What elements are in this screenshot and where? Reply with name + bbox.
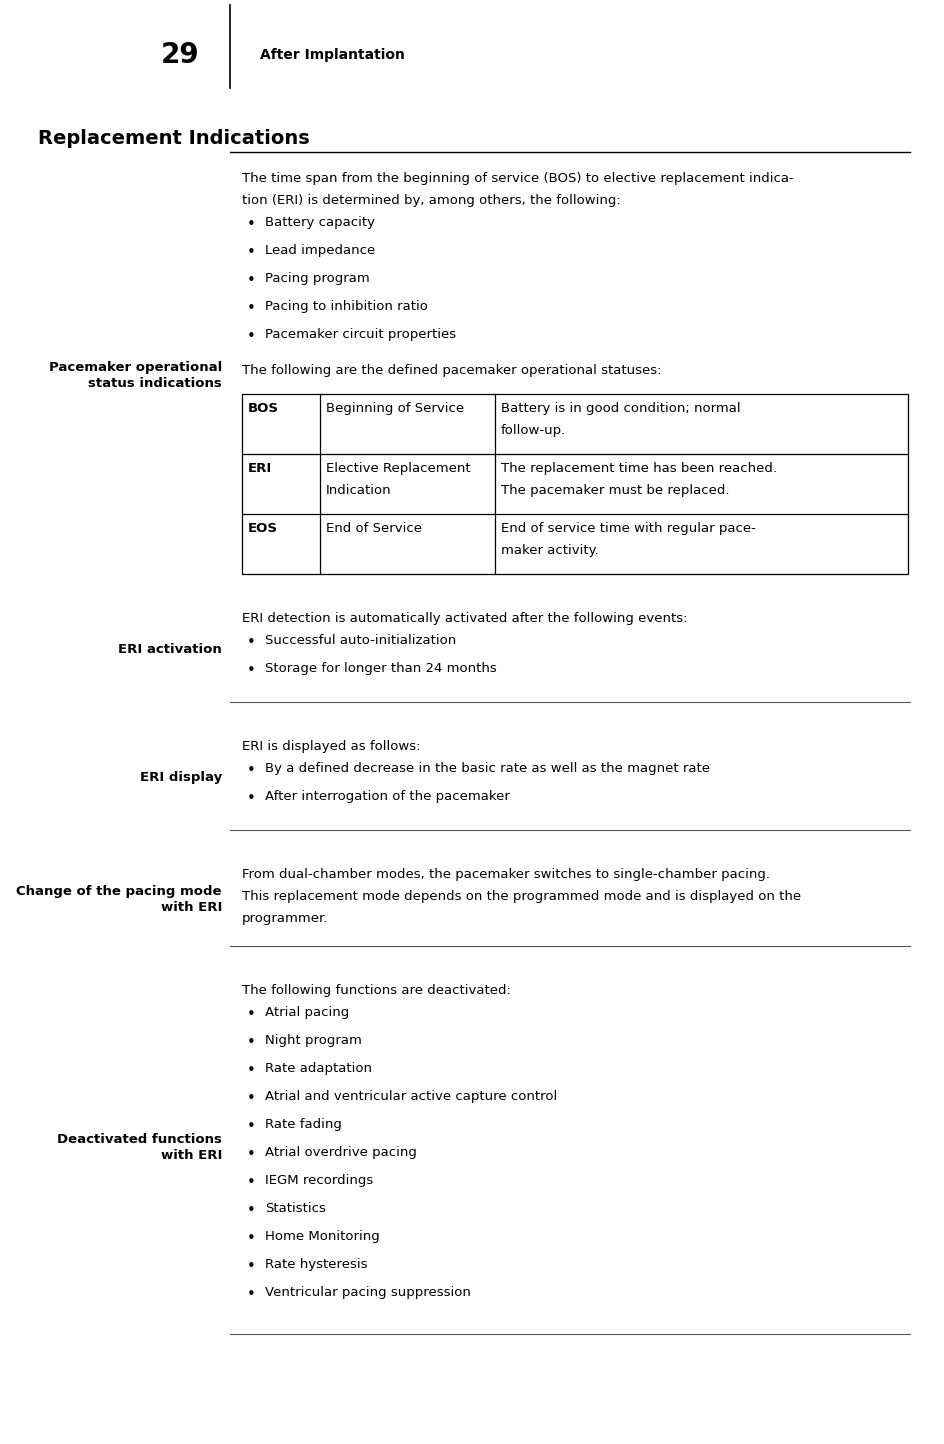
Text: •: • — [247, 1119, 256, 1134]
Text: •: • — [247, 300, 256, 316]
Text: This replacement mode depends on the programmed mode and is displayed on the: This replacement mode depends on the pro… — [242, 890, 801, 902]
Text: •: • — [247, 1006, 256, 1022]
Text: After interrogation of the pacemaker: After interrogation of the pacemaker — [265, 790, 510, 803]
Text: ERI activation: ERI activation — [118, 643, 222, 656]
Text: •: • — [247, 1092, 256, 1106]
Text: •: • — [247, 1035, 256, 1050]
Text: •: • — [247, 1147, 256, 1162]
Text: BOS: BOS — [248, 401, 279, 414]
Text: tion (ERI) is determined by, among others, the following:: tion (ERI) is determined by, among other… — [242, 193, 621, 206]
Text: Night program: Night program — [265, 1034, 362, 1047]
Text: Indication: Indication — [326, 484, 392, 497]
Text: •: • — [247, 245, 256, 260]
Text: •: • — [247, 217, 256, 232]
Text: ERI is displayed as follows:: ERI is displayed as follows: — [242, 739, 420, 752]
Text: programmer.: programmer. — [242, 913, 329, 926]
Text: After Implantation: After Implantation — [260, 48, 405, 62]
Text: Pacemaker operational: Pacemaker operational — [49, 361, 222, 374]
Text: Lead impedance: Lead impedance — [265, 244, 376, 257]
Text: Rate adaptation: Rate adaptation — [265, 1061, 372, 1074]
Text: Replacement Indications: Replacement Indications — [38, 129, 310, 147]
Text: Deactivated functions: Deactivated functions — [58, 1134, 222, 1147]
Text: ERI detection is automatically activated after the following events:: ERI detection is automatically activated… — [242, 612, 687, 625]
Text: Pacing to inhibition ratio: Pacing to inhibition ratio — [265, 300, 428, 313]
Text: Successful auto-initialization: Successful auto-initialization — [265, 634, 456, 647]
Text: •: • — [247, 635, 256, 650]
Text: Storage for longer than 24 months: Storage for longer than 24 months — [265, 661, 497, 674]
Text: •: • — [247, 663, 256, 679]
Text: IEGM recordings: IEGM recordings — [265, 1174, 373, 1187]
Text: Battery is in good condition; normal: Battery is in good condition; normal — [501, 401, 741, 414]
Text: Rate hysteresis: Rate hysteresis — [265, 1258, 367, 1271]
Text: status indications: status indications — [88, 377, 222, 390]
Text: •: • — [247, 1287, 256, 1302]
Text: Home Monitoring: Home Monitoring — [265, 1230, 379, 1243]
Text: Statistics: Statistics — [265, 1201, 326, 1214]
Text: •: • — [247, 1203, 256, 1217]
Text: •: • — [247, 791, 256, 806]
Text: Rate fading: Rate fading — [265, 1118, 342, 1131]
Text: Atrial overdrive pacing: Atrial overdrive pacing — [265, 1147, 417, 1160]
Text: The time span from the beginning of service (BOS) to elective replacement indica: The time span from the beginning of serv… — [242, 172, 794, 185]
Text: with ERI: with ERI — [160, 901, 222, 914]
Text: •: • — [247, 762, 256, 778]
Text: maker activity.: maker activity. — [501, 544, 598, 557]
Text: •: • — [247, 273, 256, 287]
Text: The replacement time has been reached.: The replacement time has been reached. — [501, 462, 777, 475]
Text: End of Service: End of Service — [326, 521, 422, 534]
Text: ERI: ERI — [248, 462, 272, 475]
Text: EOS: EOS — [248, 521, 278, 534]
Text: follow-up.: follow-up. — [501, 425, 566, 438]
Text: Change of the pacing mode: Change of the pacing mode — [16, 885, 222, 898]
Text: The following functions are deactivated:: The following functions are deactivated: — [242, 983, 511, 996]
Text: 29: 29 — [160, 40, 199, 69]
Text: From dual-chamber modes, the pacemaker switches to single-chamber pacing.: From dual-chamber modes, the pacemaker s… — [242, 868, 770, 881]
Text: By a defined decrease in the basic rate as well as the magnet rate: By a defined decrease in the basic rate … — [265, 762, 710, 775]
Text: End of service time with regular pace-: End of service time with regular pace- — [501, 521, 756, 534]
Text: ERI display: ERI display — [140, 771, 222, 784]
Text: Ventricular pacing suppression: Ventricular pacing suppression — [265, 1287, 471, 1300]
Text: •: • — [247, 1175, 256, 1190]
Text: Atrial and ventricular active capture control: Atrial and ventricular active capture co… — [265, 1090, 557, 1103]
Text: Pacing program: Pacing program — [265, 271, 370, 284]
Text: Battery capacity: Battery capacity — [265, 217, 375, 230]
Text: •: • — [247, 329, 256, 344]
Text: Elective Replacement: Elective Replacement — [326, 462, 471, 475]
Text: Atrial pacing: Atrial pacing — [265, 1006, 349, 1019]
Text: •: • — [247, 1230, 256, 1246]
Bar — [242, 394, 908, 575]
Text: The following are the defined pacemaker operational statuses:: The following are the defined pacemaker … — [242, 364, 662, 377]
Text: Beginning of Service: Beginning of Service — [326, 401, 464, 414]
Text: The pacemaker must be replaced.: The pacemaker must be replaced. — [501, 484, 730, 497]
Text: •: • — [247, 1063, 256, 1079]
Text: with ERI: with ERI — [160, 1149, 222, 1162]
Text: Pacemaker circuit properties: Pacemaker circuit properties — [265, 328, 456, 341]
Text: •: • — [247, 1259, 256, 1274]
